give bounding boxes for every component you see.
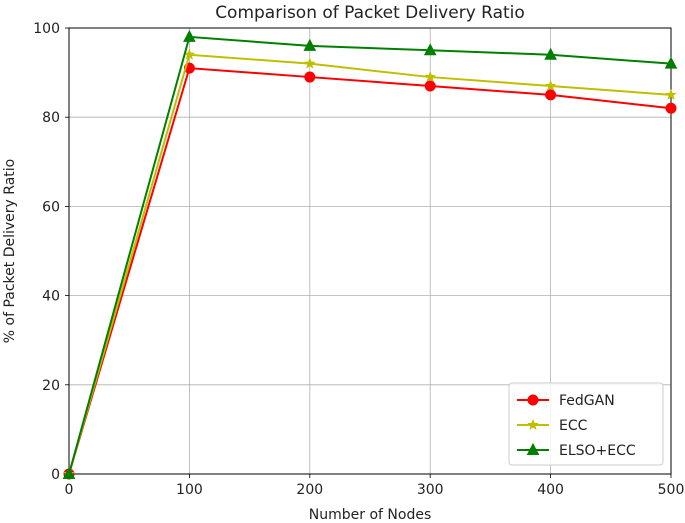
- y-tick-label: 100: [33, 21, 60, 37]
- x-tick-label: 0: [65, 482, 74, 498]
- data-point-ecc: [424, 70, 437, 83]
- y-tick-label: 40: [42, 289, 60, 305]
- series-line-fedgan: [68, 67, 672, 475]
- data-point-elso-ecc: [423, 43, 437, 56]
- data-point-fedgan: [304, 71, 316, 83]
- data-point-elso-ecc: [664, 56, 678, 69]
- legend-marker: [527, 418, 539, 431]
- y-tick-label: 20: [42, 378, 60, 394]
- x-tick-label: 100: [176, 482, 203, 498]
- legend-marker: [527, 394, 539, 406]
- data-point-ecc: [665, 88, 677, 100]
- data-point-elso-ecc: [544, 47, 557, 60]
- series-lines: [62, 29, 678, 480]
- data-point-ecc: [544, 79, 557, 92]
- series-ecc: [63, 48, 677, 480]
- series-elso-ecc: [62, 29, 678, 479]
- x-tick-label: 200: [296, 482, 323, 498]
- data-point-elso-ecc: [183, 29, 196, 42]
- data-point-fedgan: [424, 80, 436, 92]
- series-line-ecc: [68, 53, 672, 475]
- axis-ticks: 0 100 200 300 400 500 0 20 40 60 80 100: [33, 21, 684, 498]
- y-axis-label: % of Packet Delivery Ratio: [2, 159, 18, 343]
- plot-frame: [68, 27, 672, 475]
- x-axis-label: Number of Nodes: [309, 507, 431, 523]
- data-point-fedgan: [545, 89, 557, 101]
- legend-item-fedgan: FedGAN: [517, 393, 615, 409]
- series-line-elso-ecc: [68, 35, 672, 475]
- y-tick-label: 0: [51, 467, 60, 483]
- x-tick-label: 500: [658, 482, 685, 498]
- legend-label: FedGAN: [559, 393, 615, 409]
- legend-label: ELSO+ECC: [559, 443, 636, 459]
- data-point-ecc: [303, 57, 316, 69]
- data-point-elso-ecc: [303, 38, 317, 51]
- legend-item-elso-ecc: ELSO+ECC: [517, 442, 636, 459]
- legend-item-ecc: ECC: [517, 418, 588, 434]
- chart-title: Comparison of Packet Delivery Ratio: [215, 3, 525, 23]
- legend: FedGAN ECC ELSO+ECC: [508, 382, 664, 466]
- legend-marker: [526, 442, 540, 455]
- legend-label: ECC: [559, 418, 588, 434]
- y-tick-label: 80: [42, 110, 60, 126]
- data-point-elso-ecc: [62, 466, 76, 479]
- data-point-fedgan: [665, 102, 677, 114]
- x-tick-label: 300: [417, 482, 444, 498]
- x-tick-label: 400: [537, 482, 564, 498]
- y-tick-label: 60: [42, 199, 60, 215]
- legend-box: [508, 382, 664, 466]
